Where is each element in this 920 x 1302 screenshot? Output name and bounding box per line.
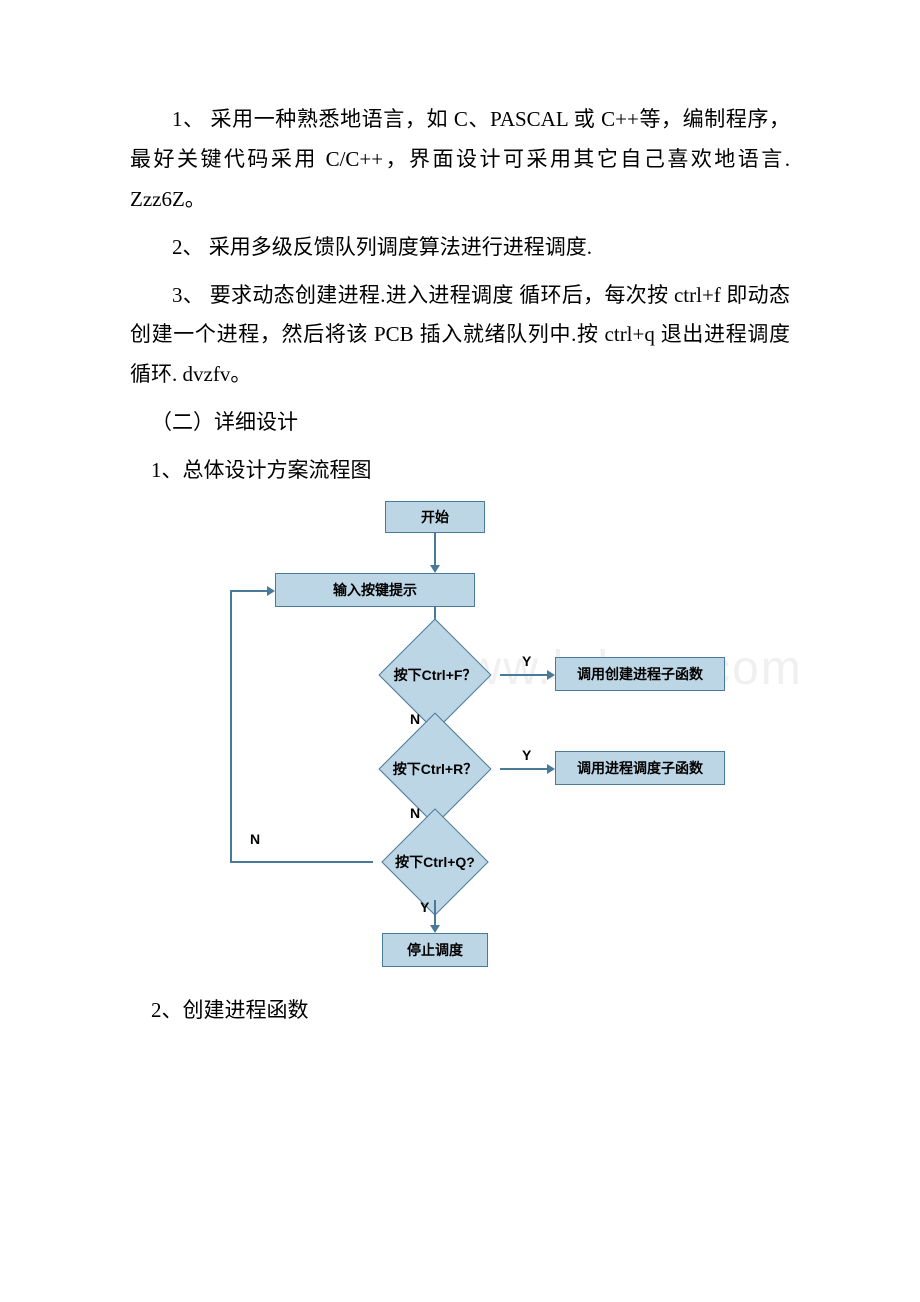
edge-label-n: N <box>410 805 420 821</box>
node-label: 开始 <box>421 507 449 527</box>
flowchart-edge <box>434 533 436 565</box>
arrow-head-icon <box>430 565 440 573</box>
edge-label-y: Y <box>420 899 429 915</box>
flowchart-node-input: 输入按键提示 <box>275 573 475 607</box>
edge-label-y: Y <box>522 653 531 669</box>
edge-label-n: N <box>250 831 260 847</box>
arrow-head-icon <box>267 586 275 596</box>
flowchart-container: www.bdocx.com 开始 输入按键提示 按下Ctrl+F？ Y 调用创建… <box>170 501 730 981</box>
flowchart-edge <box>500 768 547 770</box>
node-label: 调用进程调度子函数 <box>577 758 703 778</box>
flowchart-node-call2: 调用进程调度子函数 <box>555 751 725 785</box>
flowchart-edge <box>500 674 547 676</box>
paragraph-1: 1、 采用一种熟悉地语言，如 C、PASCAL 或 C++等，编制程序，最好关键… <box>130 100 790 220</box>
flowchart-edge <box>230 590 232 863</box>
node-label: 停止调度 <box>407 940 463 960</box>
arrow-head-icon <box>547 670 555 680</box>
node-label: 按下Ctrl+F？ <box>370 647 500 703</box>
flowchart-edge <box>230 861 373 863</box>
flowchart-node-call1: 调用创建进程子函数 <box>555 657 725 691</box>
edge-label-n: N <box>410 711 420 727</box>
flowchart-edge <box>230 590 267 592</box>
arrow-head-icon <box>547 764 555 774</box>
paragraph-3: 3、 要求动态创建进程.进入进程调度 循环后，每次按 ctrl+f 即动态创建一… <box>130 276 790 396</box>
edge-label-y: Y <box>522 747 531 763</box>
node-label: 调用创建进程子函数 <box>577 664 703 684</box>
flowchart-edge <box>434 900 436 925</box>
subsection-2: 2、创建进程函数 <box>130 991 790 1031</box>
section-heading: （二）详细设计 <box>130 403 790 443</box>
subsection-1: 1、总体设计方案流程图 <box>130 451 790 491</box>
node-label: 输入按键提示 <box>333 580 417 600</box>
node-label: 按下Ctrl+R？ <box>370 741 500 797</box>
arrow-head-icon <box>430 925 440 933</box>
flowchart-node-start: 开始 <box>385 501 485 533</box>
flowchart-node-stop: 停止调度 <box>382 933 488 967</box>
node-label: 按下Ctrl+Q? <box>373 835 497 889</box>
paragraph-2: 2、 采用多级反馈队列调度算法进行进程调度. <box>130 228 790 268</box>
